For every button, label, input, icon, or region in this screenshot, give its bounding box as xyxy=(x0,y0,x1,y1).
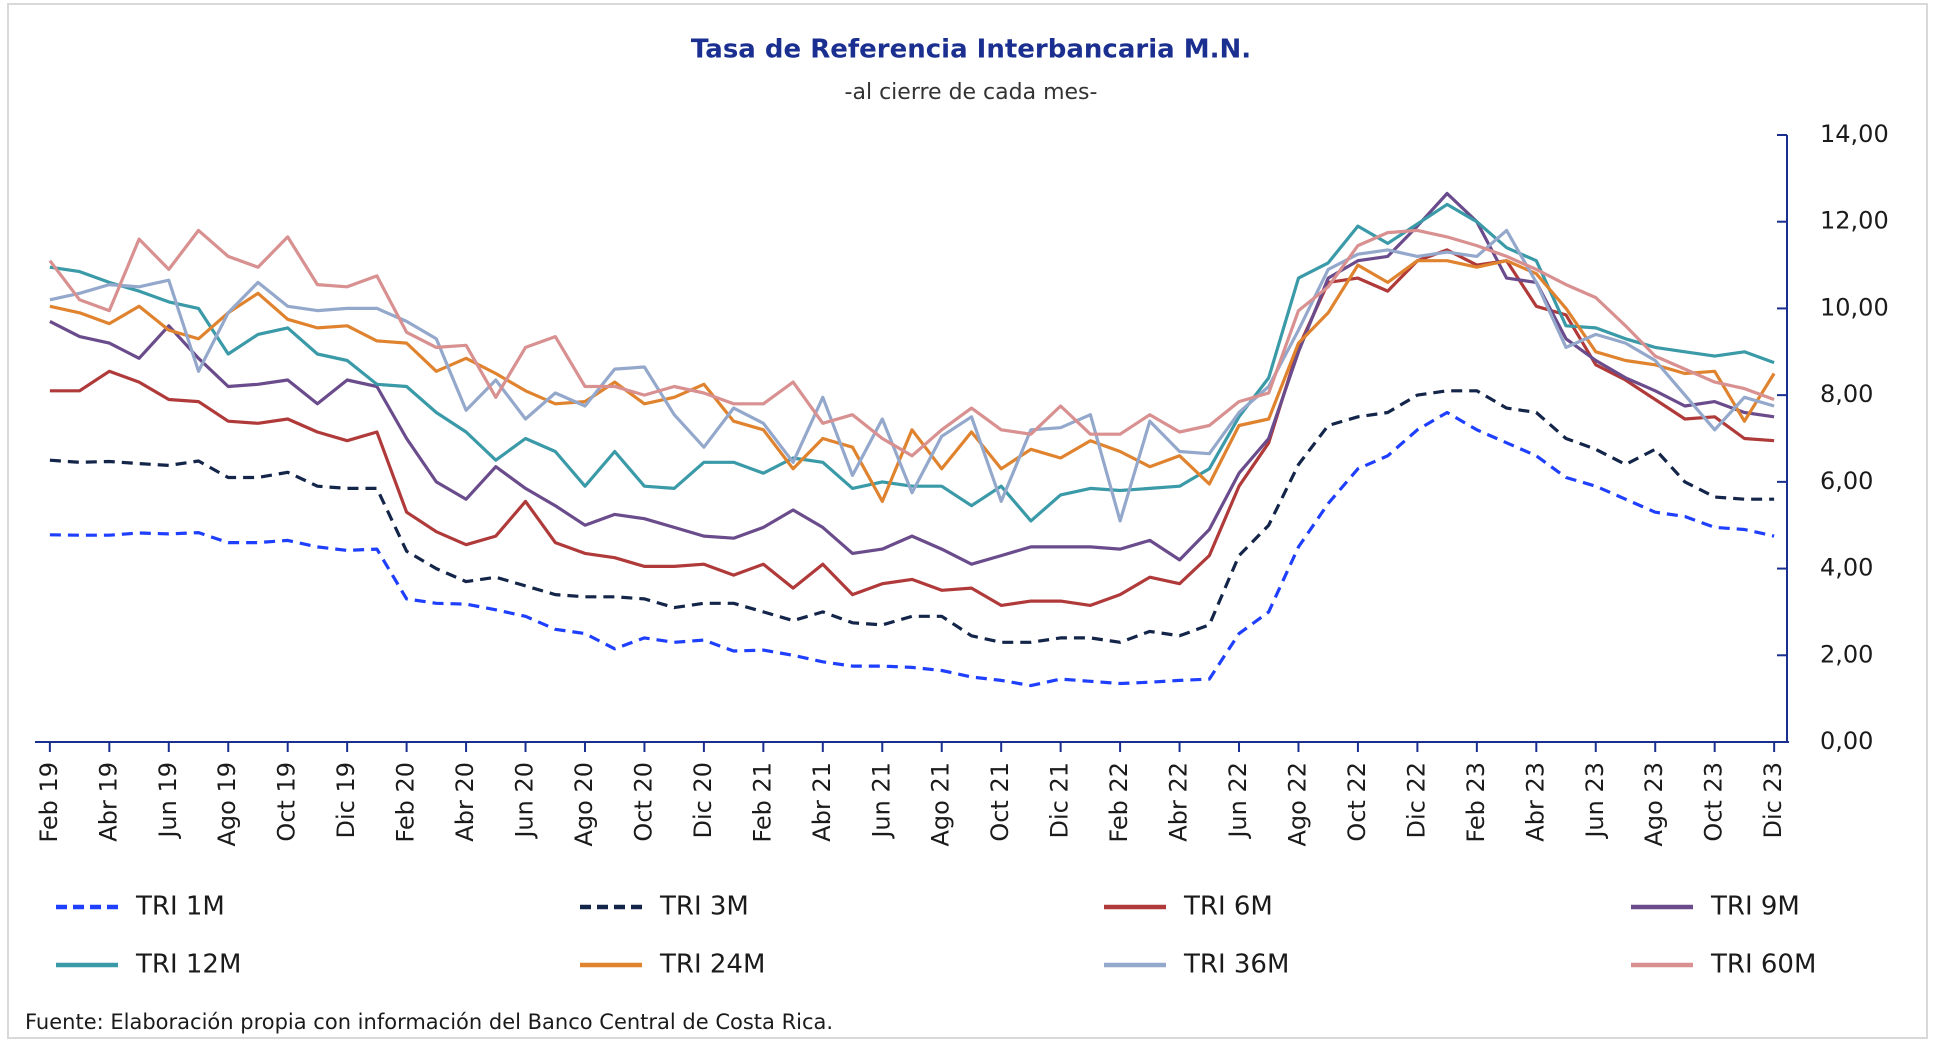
x-tick-label: Dic 23 xyxy=(1759,762,1787,839)
chart-frame xyxy=(7,3,1928,1039)
x-tick-label: Abr 22 xyxy=(1165,762,1193,842)
y-tick-label: 6,00 xyxy=(1820,467,1873,495)
x-tick-label: Jun 22 xyxy=(1224,762,1252,840)
y-tick-label: 8,00 xyxy=(1820,380,1873,408)
x-tick-label: Ago 23 xyxy=(1640,762,1668,847)
legend-label: TRI 60M xyxy=(1710,950,1816,980)
x-tick-label: Ago 20 xyxy=(570,762,598,847)
legend-label: TRI 9M xyxy=(1710,892,1800,922)
y-tick-label: 4,00 xyxy=(1820,554,1873,582)
x-tick-label: Abr 19 xyxy=(94,762,122,842)
x-tick-label: Oct 23 xyxy=(1700,762,1728,842)
x-tick-label: Abr 23 xyxy=(1521,762,1549,842)
y-tick-label: 0,00 xyxy=(1820,727,1873,755)
series-line xyxy=(49,248,1775,607)
legend-label: TRI 1M xyxy=(135,892,225,922)
x-tick-label: Dic 22 xyxy=(1402,762,1430,839)
x-tick-label: Dic 20 xyxy=(689,762,717,839)
x-tick-label: Ago 19 xyxy=(213,762,241,847)
y-tick-label: 10,00 xyxy=(1820,293,1889,321)
x-tick-label: Jun 19 xyxy=(154,762,182,840)
y-tick-label: 2,00 xyxy=(1820,640,1873,668)
legend-label: TRI 12M xyxy=(135,950,241,980)
source-note: Fuente: Elaboración propia con informaci… xyxy=(25,1010,833,1034)
y-tick-label: 14,00 xyxy=(1820,120,1889,148)
x-tick-label: Abr 20 xyxy=(451,762,479,842)
x-tick-label: Jun 23 xyxy=(1581,762,1609,840)
x-tick-label: Dic 21 xyxy=(1046,762,1074,839)
x-tick-label: Jun 21 xyxy=(867,762,895,840)
series-line xyxy=(49,389,1775,644)
series-line xyxy=(49,410,1775,688)
x-tick-label: Feb 19 xyxy=(35,762,63,843)
chart-subtitle: -al cierre de cada mes- xyxy=(845,80,1098,105)
x-tick-label: Oct 20 xyxy=(629,762,657,842)
series-line xyxy=(49,259,1776,503)
legend-label: TRI 24M xyxy=(659,950,765,980)
x-tick-label: Ago 22 xyxy=(1283,762,1311,847)
x-tick-label: Feb 20 xyxy=(392,762,420,843)
chart-title: Tasa de Referencia Interbancaria M.N. xyxy=(691,35,1251,65)
x-tick-label: Jun 20 xyxy=(511,762,539,840)
x-tick-label: Feb 23 xyxy=(1462,762,1490,843)
series-line xyxy=(49,191,1775,566)
x-tick-label: Abr 21 xyxy=(808,762,836,842)
legend-label: TRI 36M xyxy=(1183,950,1289,980)
legend-label: TRI 3M xyxy=(659,892,749,922)
series-line xyxy=(49,202,1775,523)
x-tick-label: Dic 19 xyxy=(332,762,360,839)
x-tick-label: Oct 21 xyxy=(986,762,1014,842)
legend-label: TRI 6M xyxy=(1183,892,1273,922)
y-tick-label: 12,00 xyxy=(1820,207,1889,235)
x-tick-label: Oct 19 xyxy=(273,762,301,842)
x-tick-label: Feb 22 xyxy=(1105,762,1133,843)
series-line xyxy=(48,228,1775,458)
x-tick-label: Oct 22 xyxy=(1343,762,1371,842)
x-tick-label: Feb 21 xyxy=(748,762,776,843)
x-tick-label: Ago 21 xyxy=(927,762,955,847)
